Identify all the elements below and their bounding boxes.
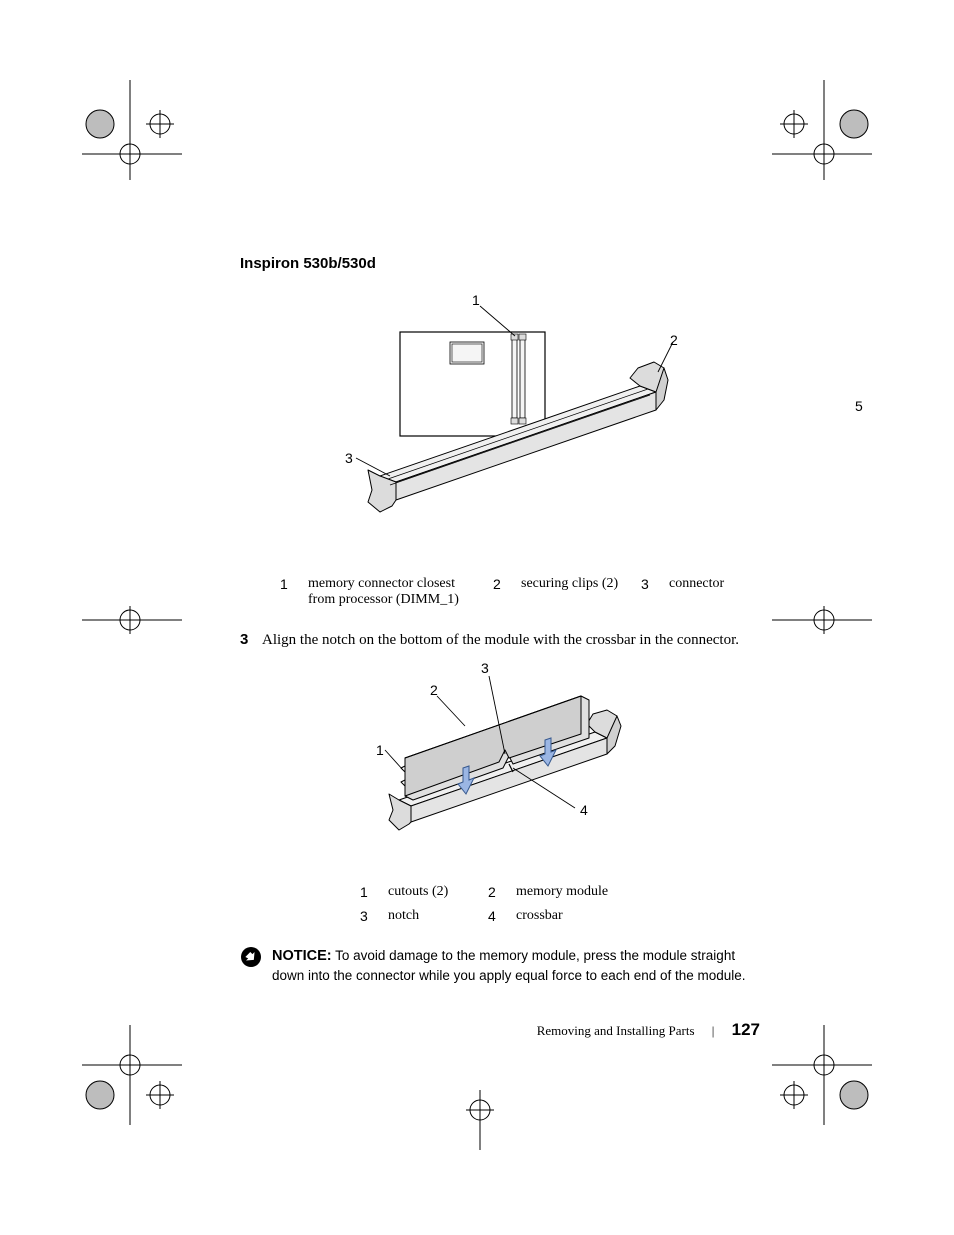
step-3: 3 Align the notch on the bottom of the m…: [240, 630, 760, 650]
legend2-text-3: notch: [388, 904, 488, 928]
notice-text: To avoid damage to the memory module, pr…: [272, 948, 746, 982]
cropmark-bottom-center: [440, 1090, 520, 1150]
cropmark-bottom-right: [772, 1025, 872, 1125]
notice-icon: [240, 946, 262, 968]
figure-1: 1 2 3: [240, 292, 760, 552]
figure-1-legend: 1 memory connector closest from processo…: [280, 572, 734, 612]
legend2-num-3: 3: [360, 904, 388, 928]
legend2-num-2: 2: [488, 880, 516, 904]
legend2-text-1: cutouts (2): [388, 880, 488, 904]
step-number: 3: [240, 630, 262, 650]
fig2-callout-2: 2: [430, 682, 438, 698]
fig1-callout-3: 3: [345, 450, 353, 466]
legend1-text-2: securing clips (2): [521, 572, 641, 612]
step-text: Align the notch on the bottom of the mod…: [262, 630, 739, 650]
footer-page-number: 127: [732, 1020, 760, 1039]
cropmark-top-right: [772, 80, 872, 180]
figure-2-legend: 1 cutouts (2) 2 memory module 3 notch 4 …: [360, 880, 618, 928]
legend1-text-1: memory connector closest from processor …: [308, 572, 493, 612]
page-footer: Removing and Installing Parts | 127: [240, 1020, 760, 1040]
footer-separator: |: [712, 1023, 715, 1038]
fig1-callout-1: 1: [472, 292, 480, 308]
cropmark-top-left: [82, 80, 182, 180]
legend1-text-3: connector: [669, 572, 734, 612]
legend1-num-2: 2: [493, 572, 521, 612]
fig1-callout-2: 2: [670, 332, 678, 348]
figure-2: 1 2 3 4: [240, 660, 760, 860]
legend2-num-4: 4: [488, 904, 516, 928]
fig2-callout-1: 1: [376, 742, 384, 758]
legend2-text-4: crossbar: [516, 904, 618, 928]
fig2-callout-3: 3: [481, 660, 489, 676]
legend1-num-3: 3: [641, 572, 669, 612]
notice-label: NOTICE:: [272, 948, 332, 964]
fig2-callout-4: 4: [580, 802, 588, 818]
margin-label-5: 5: [855, 398, 863, 414]
legend2-text-2: memory module: [516, 880, 618, 904]
notice-block: NOTICE: To avoid damage to the memory mo…: [240, 946, 760, 985]
page-content: Inspiron 530b/530d: [240, 255, 760, 985]
cropmark-mid-left: [82, 590, 182, 690]
footer-section: Removing and Installing Parts: [537, 1023, 695, 1038]
cropmark-bottom-left: [82, 1025, 182, 1125]
cropmark-mid-right: [772, 590, 872, 690]
legend1-num-1: 1: [280, 572, 308, 612]
section-heading: Inspiron 530b/530d: [240, 255, 760, 272]
notice-text-wrap: NOTICE: To avoid damage to the memory mo…: [272, 946, 760, 985]
legend2-num-1: 1: [360, 880, 388, 904]
